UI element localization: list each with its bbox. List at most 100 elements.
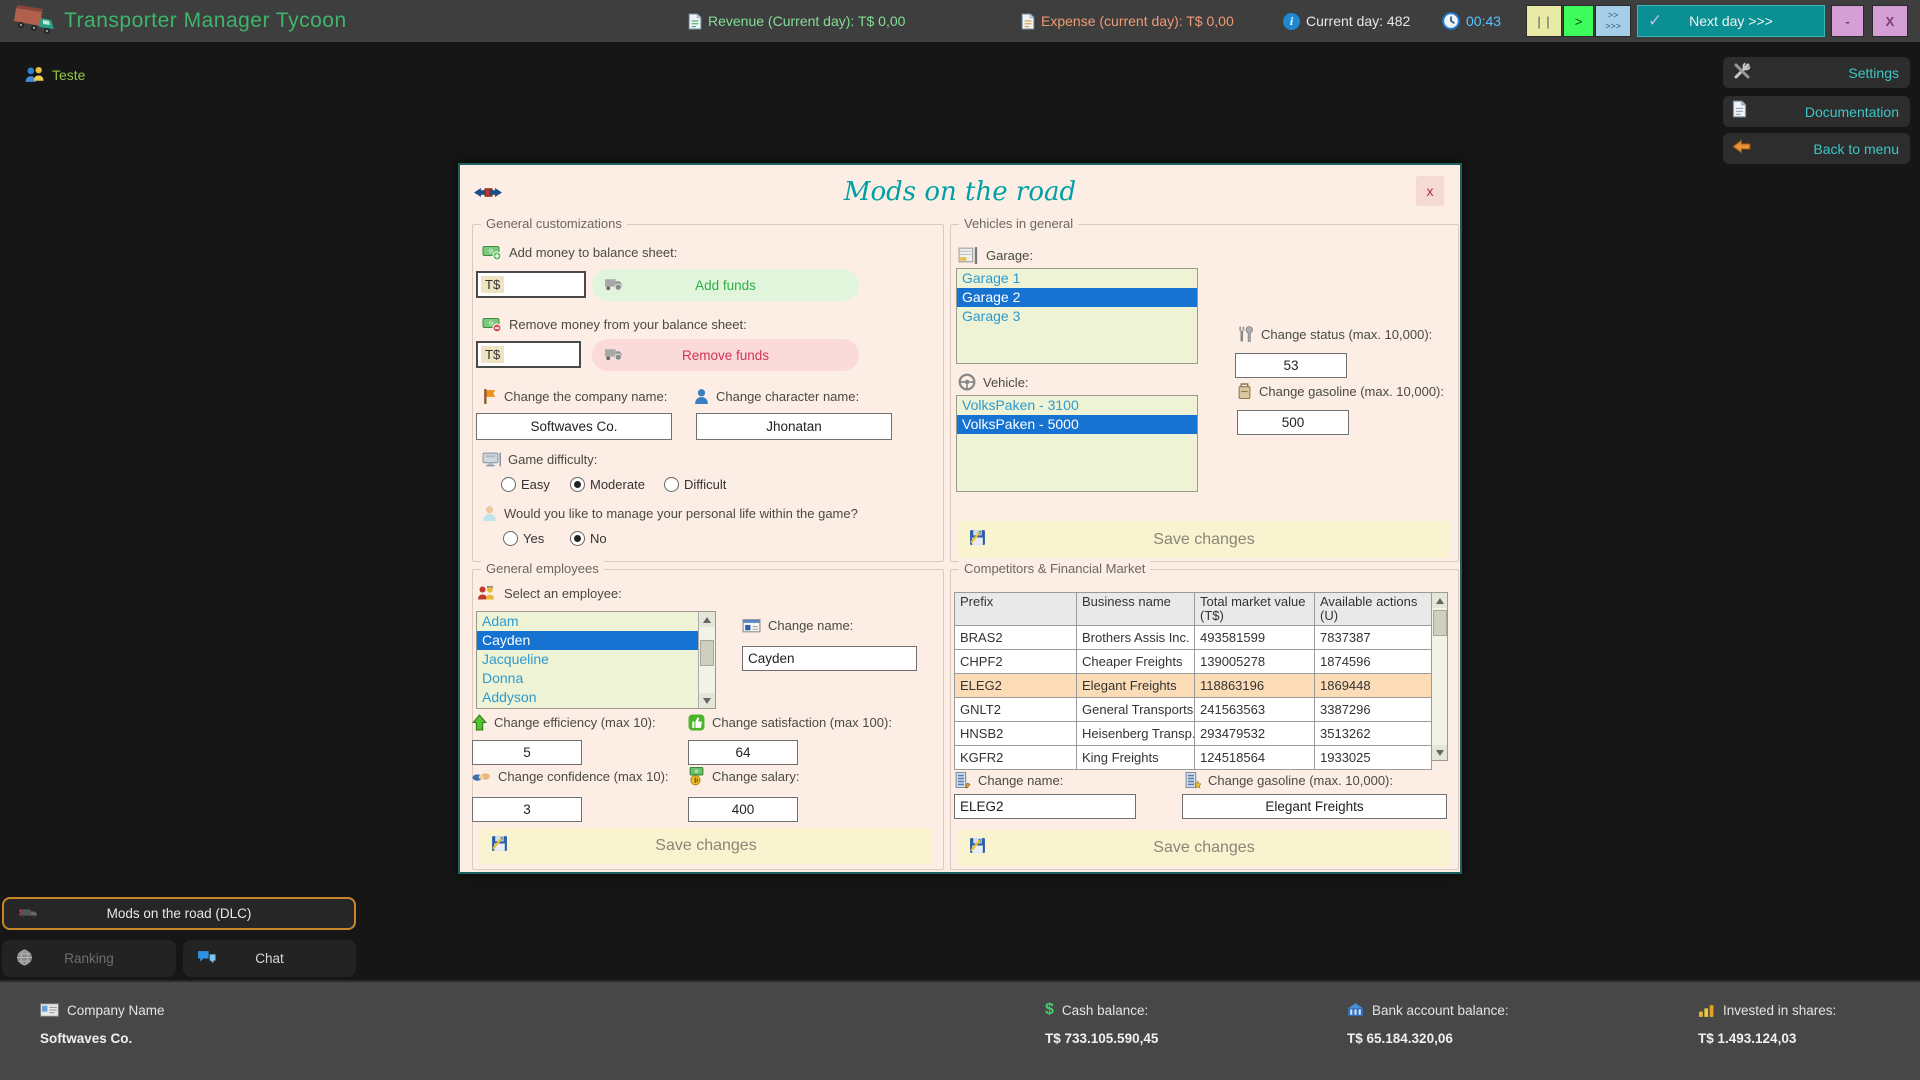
table-row[interactable]: CHPF2 Cheaper Freights 139005278 1874596 (954, 649, 1432, 674)
difficulty-option-easy[interactable]: Easy (501, 477, 550, 492)
fast-forward-button[interactable]: >> >>> (1595, 5, 1631, 37)
confidence-input[interactable] (472, 797, 582, 822)
play-button[interactable]: > (1563, 5, 1594, 37)
cell-prefix[interactable]: GNLT2 (954, 697, 1077, 722)
change-gasoline-input[interactable] (1237, 410, 1349, 435)
list-item[interactable]: VolksPaken - 3100 (962, 397, 1079, 413)
table-row[interactable]: GNLT2 General Transports 241563563 33872… (954, 697, 1432, 722)
tab-chat[interactable]: Chat (183, 940, 356, 977)
company-name-input[interactable] (476, 413, 672, 440)
list-item-selected[interactable]: Garage 2 (957, 288, 1197, 307)
column-header[interactable]: Total market value (T$) (1194, 592, 1315, 626)
drag-handle-icon[interactable] (474, 185, 502, 203)
salary-input[interactable] (688, 797, 798, 822)
cell-actions[interactable]: 1933025 (1314, 745, 1432, 770)
table-scrollbar[interactable] (1431, 592, 1448, 761)
remove-money-input[interactable]: T$ (476, 341, 581, 368)
scroll-thumb[interactable] (700, 640, 714, 666)
cell-business[interactable]: Heisenberg Transp... (1076, 721, 1195, 746)
cell-actions[interactable]: 1869448 (1314, 673, 1432, 698)
list-item[interactable]: Donna (482, 670, 524, 686)
cell-market-value[interactable]: 241563563 (1194, 697, 1315, 722)
cell-market-value[interactable]: 139005278 (1194, 649, 1315, 674)
cell-prefix[interactable]: HNSB2 (954, 721, 1077, 746)
list-item[interactable]: Adam (482, 613, 519, 629)
add-money-field[interactable] (504, 276, 581, 293)
change-status-input[interactable] (1235, 353, 1347, 378)
list-item[interactable]: Jacqueline (482, 651, 549, 667)
cell-actions[interactable]: 1874596 (1314, 649, 1432, 674)
garage-listbox[interactable]: Garage 1 Garage 2 Garage 3 (956, 268, 1198, 364)
window-close-button[interactable]: X (1872, 5, 1908, 37)
column-header[interactable]: Prefix (954, 592, 1077, 626)
cell-business[interactable]: Brothers Assis Inc. (1076, 625, 1195, 650)
list-item[interactable]: Garage 1 (962, 270, 1021, 286)
scroll-thumb[interactable] (1433, 610, 1447, 636)
employee-listbox[interactable]: Adam Cayden Jacqueline Donna Addyson (476, 611, 716, 709)
table-row[interactable]: BRAS2 Brothers Assis Inc. 493581599 7837… (954, 625, 1432, 650)
list-item[interactable]: Addyson (482, 689, 537, 705)
add-money-input[interactable]: T$ (476, 271, 586, 298)
personal-life-option-no[interactable]: No (570, 531, 607, 546)
dialog-close-button[interactable]: x (1416, 176, 1444, 206)
tab-mods-dlc[interactable]: Mods on the road (DLC) (2, 897, 356, 930)
table-row[interactable]: KGFR2 King Freights 124518564 1933025 (954, 745, 1432, 770)
satisfaction-input[interactable] (688, 740, 798, 765)
column-header[interactable]: Business name (1076, 592, 1195, 626)
cell-market-value[interactable]: 118863196 (1194, 673, 1315, 698)
minimize-button[interactable]: - (1831, 5, 1864, 37)
vehicle-listbox[interactable]: VolksPaken - 3100 VolksPaken - 5000 (956, 395, 1198, 492)
list-item[interactable]: Garage 3 (962, 308, 1021, 324)
radio-difficult[interactable] (664, 477, 679, 492)
character-name-input[interactable] (696, 413, 892, 440)
cell-prefix[interactable]: ELEG2 (954, 673, 1077, 698)
scroll-up-button[interactable] (699, 612, 715, 627)
vehicles-save-button[interactable]: Save changes (958, 521, 1450, 558)
employee-change-name-input[interactable] (742, 646, 917, 671)
cell-business[interactable]: King Freights (1076, 745, 1195, 770)
remove-funds-button[interactable]: Remove funds (592, 339, 859, 371)
scroll-down-button[interactable] (1432, 745, 1447, 760)
employee-list-scrollbar[interactable] (698, 612, 715, 708)
back-to-menu-button[interactable]: Back to menu (1723, 133, 1910, 164)
column-header[interactable]: Available actions (U) (1314, 592, 1432, 626)
table-row-selected[interactable]: ELEG2 Elegant Freights 118863196 1869448 (954, 673, 1432, 698)
cell-actions[interactable]: 3513262 (1314, 721, 1432, 746)
cell-prefix[interactable]: KGFR2 (954, 745, 1077, 770)
cell-prefix[interactable]: CHPF2 (954, 649, 1077, 674)
pause-button[interactable]: | | (1526, 5, 1562, 37)
cell-market-value[interactable]: 124518564 (1194, 745, 1315, 770)
radio-easy[interactable] (501, 477, 516, 492)
radio-yes[interactable] (503, 531, 518, 546)
competitor-change-gasoline-input[interactable] (1182, 794, 1447, 819)
settings-button[interactable]: Settings (1723, 57, 1910, 88)
scroll-up-button[interactable] (1432, 593, 1447, 608)
map-company-marker[interactable]: Teste (24, 66, 85, 83)
tab-ranking[interactable]: Ranking (2, 940, 176, 977)
next-day-button[interactable]: ✓ Next day >>> (1637, 5, 1825, 37)
cell-market-value[interactable]: 493581599 (1194, 625, 1315, 650)
competitor-change-name-input[interactable] (954, 794, 1136, 819)
cell-actions[interactable]: 7837387 (1314, 625, 1432, 650)
add-funds-button[interactable]: Add funds (592, 269, 859, 301)
list-item-selected[interactable]: VolksPaken - 5000 (957, 415, 1197, 434)
difficulty-option-moderate[interactable]: Moderate (570, 477, 645, 492)
competitors-save-button[interactable]: Save changes (958, 830, 1450, 866)
personal-life-option-yes[interactable]: Yes (503, 531, 544, 546)
employees-save-button[interactable]: Save changes (480, 828, 932, 864)
cell-business[interactable]: Cheaper Freights (1076, 649, 1195, 674)
radio-no[interactable] (570, 531, 585, 546)
remove-money-field[interactable] (504, 346, 576, 363)
documentation-button[interactable]: Documentation (1723, 96, 1910, 127)
table-row[interactable]: HNSB2 Heisenberg Transp... 293479532 351… (954, 721, 1432, 746)
efficiency-input[interactable] (472, 740, 582, 765)
scroll-down-button[interactable] (699, 693, 715, 708)
cell-business[interactable]: General Transports (1076, 697, 1195, 722)
radio-moderate[interactable] (570, 477, 585, 492)
difficulty-option-difficult[interactable]: Difficult (664, 477, 726, 492)
cell-market-value[interactable]: 293479532 (1194, 721, 1315, 746)
cell-prefix[interactable]: BRAS2 (954, 625, 1077, 650)
list-item-selected[interactable]: Cayden (477, 631, 715, 650)
cell-actions[interactable]: 3387296 (1314, 697, 1432, 722)
cell-business[interactable]: Elegant Freights (1076, 673, 1195, 698)
